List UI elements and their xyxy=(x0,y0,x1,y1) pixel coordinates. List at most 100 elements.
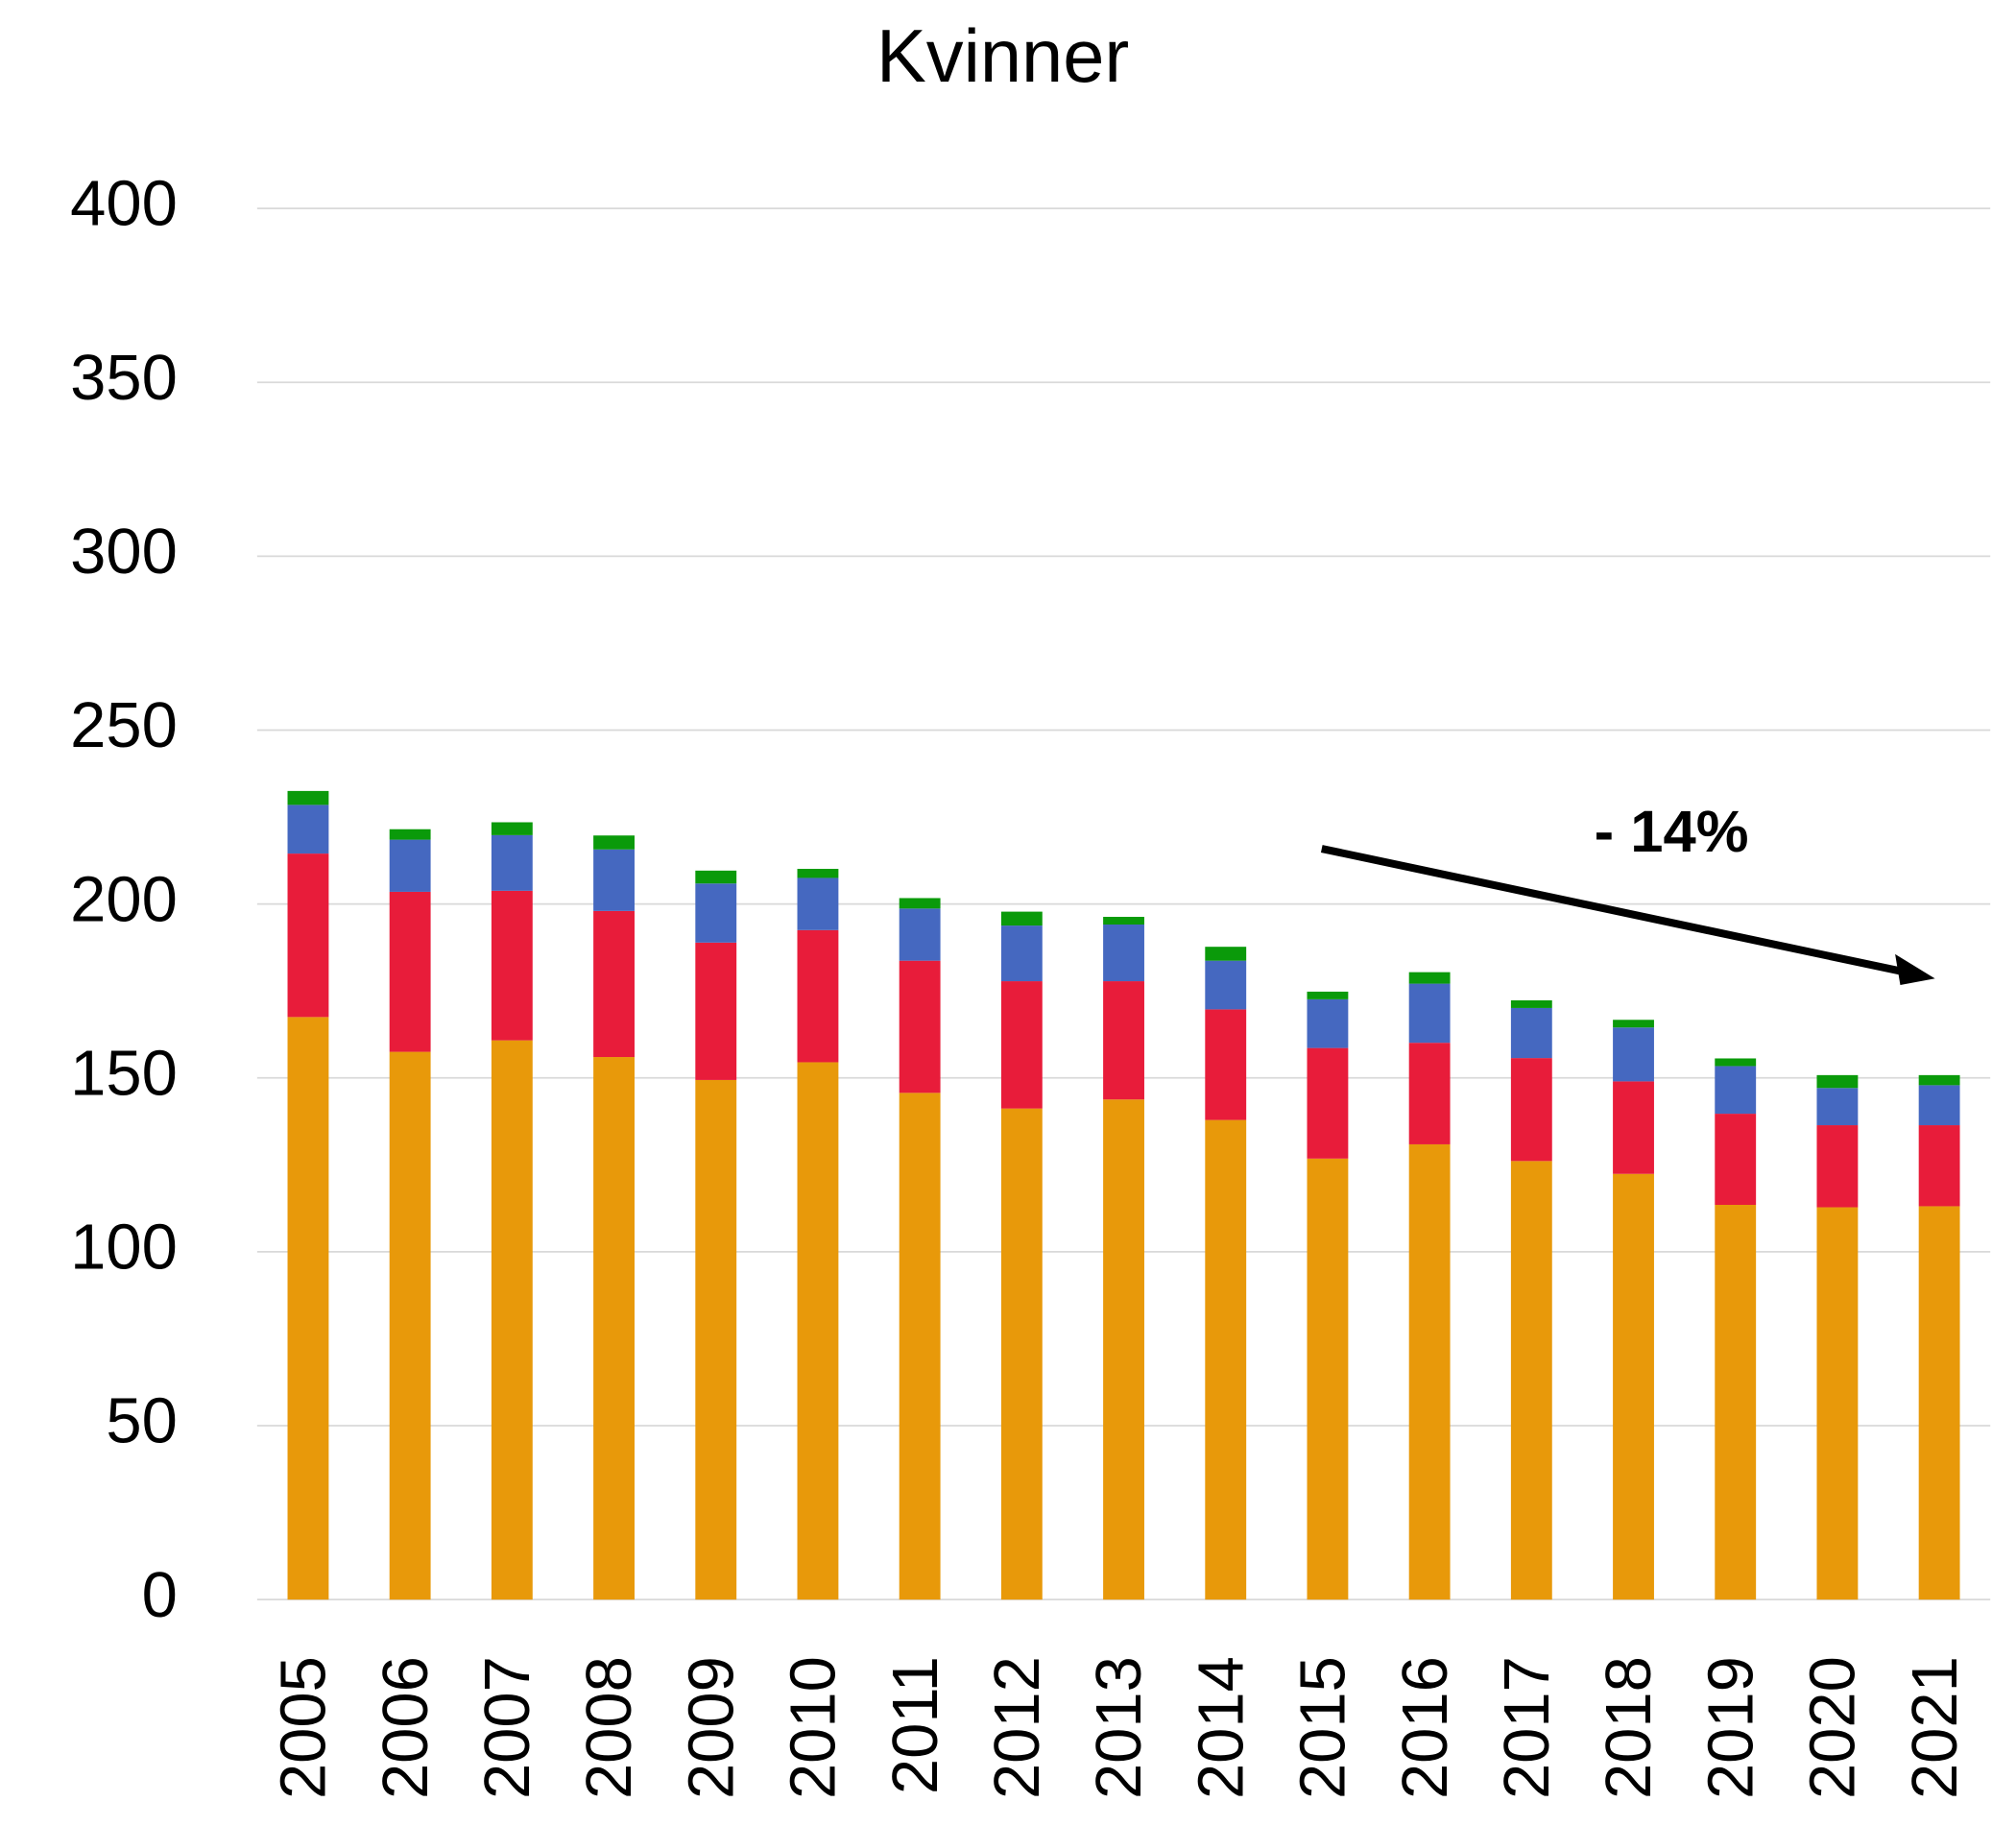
bar-segment xyxy=(1103,981,1144,1100)
bar-segment xyxy=(1307,1047,1349,1159)
bar-segment xyxy=(287,805,329,854)
bar-segment xyxy=(1816,1207,1859,1600)
x-tick-label: 2010 xyxy=(778,1656,850,1799)
y-tick-label: 350 xyxy=(70,342,178,414)
bar-segment xyxy=(389,829,431,840)
bar-segment xyxy=(1918,1125,1960,1207)
bar-segment xyxy=(1613,1027,1654,1082)
bar-segment xyxy=(593,1057,635,1600)
chart-title: Kvinner xyxy=(876,15,1129,98)
bar-segment xyxy=(1000,925,1043,982)
bar-segment xyxy=(389,891,431,1052)
bar-segment xyxy=(1816,1088,1859,1126)
bar-segment xyxy=(1408,983,1451,1044)
bar-segment xyxy=(1510,1161,1552,1600)
y-tick-label: 0 xyxy=(142,1559,178,1631)
bar-segment xyxy=(899,898,941,909)
bar-segment xyxy=(593,835,635,850)
bar-segment xyxy=(797,929,839,1063)
y-tick-label: 400 xyxy=(70,168,178,240)
x-tick-label: 2019 xyxy=(1694,1656,1766,1799)
bar-segment xyxy=(1715,1058,1757,1067)
bar-segment xyxy=(389,1051,431,1600)
trend-arrow xyxy=(1320,845,1907,976)
bar-segment xyxy=(1307,1158,1349,1600)
bar-segment xyxy=(1103,1099,1144,1600)
y-tick-label: 50 xyxy=(106,1385,177,1457)
bar-segment xyxy=(491,890,533,1041)
bar-segment xyxy=(491,834,533,891)
bar-segment xyxy=(899,960,941,1093)
bar-segment xyxy=(593,849,635,911)
bar-segment xyxy=(695,942,737,1080)
bar-segment xyxy=(899,908,941,961)
bar-segment xyxy=(389,839,431,892)
bar-segment xyxy=(1816,1125,1859,1208)
bar-segment xyxy=(287,1017,329,1600)
x-tick-label: 2021 xyxy=(1899,1656,1971,1799)
y-tick-label: 300 xyxy=(70,516,178,588)
bar-segment xyxy=(1715,1066,1757,1115)
bar-segment xyxy=(1103,917,1144,925)
x-tick-label: 2008 xyxy=(573,1656,645,1799)
bar-segment xyxy=(1408,1043,1451,1144)
arrow-head xyxy=(1895,953,1935,985)
x-tick-label: 2005 xyxy=(268,1656,340,1799)
bar-segment xyxy=(695,870,737,884)
bar-segment xyxy=(1205,947,1247,961)
bar-segment xyxy=(1408,1143,1451,1600)
y-tick-label: 100 xyxy=(70,1212,178,1284)
y-tick-label: 200 xyxy=(70,863,178,935)
bar-segment xyxy=(1510,1007,1552,1059)
y-tick-label: 250 xyxy=(70,689,178,761)
bar-segment xyxy=(1307,991,1349,999)
bar-segment xyxy=(1510,999,1552,1008)
bar-segment xyxy=(593,910,635,1058)
bar-segment xyxy=(1408,972,1451,984)
bar-segment xyxy=(695,883,737,943)
x-tick-label: 2018 xyxy=(1593,1656,1665,1799)
bar-segment xyxy=(1613,1081,1654,1174)
x-tick-label: 2016 xyxy=(1389,1656,1461,1799)
bar-segment xyxy=(1613,1173,1654,1600)
bar-segment xyxy=(1205,960,1247,1010)
bar-segment xyxy=(1307,998,1349,1048)
bar-segment xyxy=(1715,1114,1757,1205)
bar-segment xyxy=(287,790,329,805)
x-tick-label: 2009 xyxy=(675,1656,747,1799)
bar-segment xyxy=(287,853,329,1018)
bar-segment xyxy=(1918,1085,1960,1126)
bar-segment xyxy=(1510,1058,1552,1162)
bar-segment xyxy=(797,877,839,930)
bar-segment xyxy=(1918,1206,1960,1600)
x-tick-label: 2020 xyxy=(1797,1656,1869,1799)
bar-segment xyxy=(1000,981,1043,1109)
bar-segment xyxy=(1103,924,1144,982)
bar-segment xyxy=(1918,1074,1960,1086)
x-tick-label: 2017 xyxy=(1491,1656,1563,1799)
x-tick-label: 2007 xyxy=(471,1656,543,1799)
bar-segment xyxy=(899,1093,941,1600)
x-tick-label: 2013 xyxy=(1083,1656,1155,1799)
x-tick-label: 2012 xyxy=(981,1656,1053,1799)
bar-segment xyxy=(491,1040,533,1600)
bar-segment xyxy=(1000,1108,1043,1600)
bar-segment xyxy=(1000,911,1043,926)
bar-segment xyxy=(1816,1074,1859,1089)
x-tick-label: 2011 xyxy=(879,1656,951,1794)
bar-segment xyxy=(1613,1020,1654,1028)
bar-segment xyxy=(491,822,533,835)
annotation: - 14% xyxy=(1595,799,1749,865)
x-tick-label: 2014 xyxy=(1185,1656,1257,1799)
x-tick-label: 2015 xyxy=(1287,1656,1359,1799)
bar-segment xyxy=(797,1062,839,1600)
bar-segment xyxy=(797,869,839,878)
bar-segment xyxy=(1205,1119,1247,1600)
bar-segment xyxy=(1205,1009,1247,1120)
bar-segment xyxy=(1715,1204,1757,1600)
x-tick-label: 2006 xyxy=(370,1656,442,1799)
bar-segment xyxy=(695,1079,737,1600)
y-tick-label: 150 xyxy=(70,1037,178,1109)
